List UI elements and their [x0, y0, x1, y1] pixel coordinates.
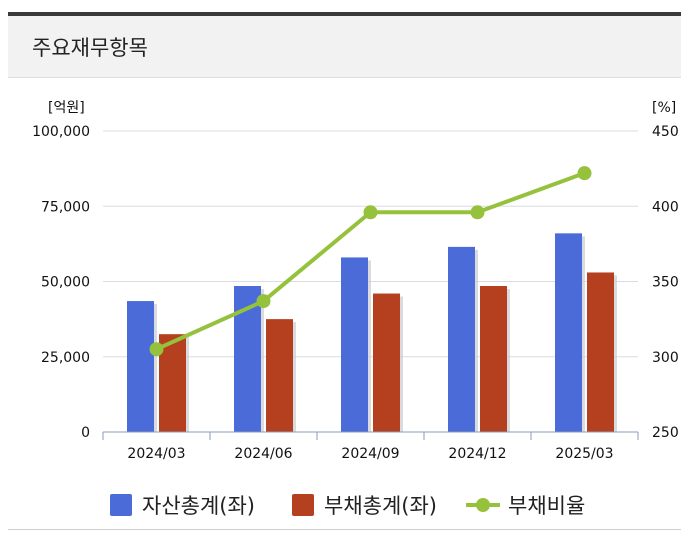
bar-liabilities: [480, 286, 507, 432]
right-tick-label: 250: [652, 425, 679, 441]
debt-ratio-point: [577, 166, 592, 181]
bar-assets: [127, 301, 154, 432]
left-tick-label: 50,000: [41, 275, 90, 291]
bar-liabilities: [373, 293, 400, 432]
right-axis-unit: [%]: [652, 100, 676, 116]
left-tick-label: 100,000: [32, 124, 90, 140]
section-title: 주요재무항목: [32, 36, 148, 60]
x-tick-label: 2024/03: [127, 446, 185, 462]
bar-assets: [341, 257, 368, 432]
bar-liabilities: [159, 334, 186, 432]
bar-liabilities: [266, 319, 293, 432]
liabilities-swatch-icon: [292, 494, 314, 516]
debt-ratio-point: [149, 342, 164, 357]
right-tick-label: 450: [652, 124, 679, 140]
legend-label-debt-ratio: 부채비율: [508, 494, 586, 518]
bar-liabilities: [587, 272, 614, 432]
x-tick-label: 2025/03: [555, 446, 613, 462]
bar-series: [127, 233, 617, 432]
bar-assets: [555, 233, 582, 432]
section-header: 주요재무항목: [8, 16, 681, 78]
bar-assets: [448, 246, 475, 432]
left-tick-label: 75,000: [41, 199, 90, 215]
left-axis-unit: [억원]: [48, 100, 85, 116]
legend-item-debt-ratio[interactable]: 부채비율: [466, 490, 585, 520]
legend-item-assets[interactable]: 자산총계(좌): [110, 490, 255, 520]
right-tick-label: 350: [652, 275, 679, 291]
debt-ratio-point: [256, 294, 271, 309]
left-tick-label: 0: [81, 425, 90, 441]
legend-label-assets: 자산총계(좌): [142, 494, 255, 518]
x-tick-label: 2024/06: [234, 446, 292, 462]
assets-swatch-icon: [110, 494, 132, 516]
debt-ratio-point: [470, 205, 485, 220]
x-tick-label: 2024/12: [448, 446, 506, 462]
financial-chart: 0 25,000 50,000 75,000 100,000 250 300 350 400 45…: [32, 100, 679, 462]
debt-ratio-point: [363, 205, 378, 220]
right-tick-label: 400: [652, 199, 679, 215]
legend-item-liabilities[interactable]: 부채총계(좌): [292, 490, 437, 520]
bottom-border: [8, 529, 681, 530]
legend-label-liabilities: 부채총계(좌): [324, 494, 437, 518]
right-tick-label: 300: [652, 350, 679, 366]
x-tick-label: 2024/09: [341, 446, 399, 462]
line-series: [149, 166, 592, 357]
chart-legend: 자산총계(좌) 부채총계(좌) 부채비율: [0, 490, 681, 526]
left-tick-label: 25,000: [41, 350, 90, 366]
header-top-border: [8, 12, 681, 16]
axes: 0 25,000 50,000 75,000 100,000 250 300 350 400 45…: [32, 124, 679, 462]
line-marker-icon: [466, 494, 500, 516]
